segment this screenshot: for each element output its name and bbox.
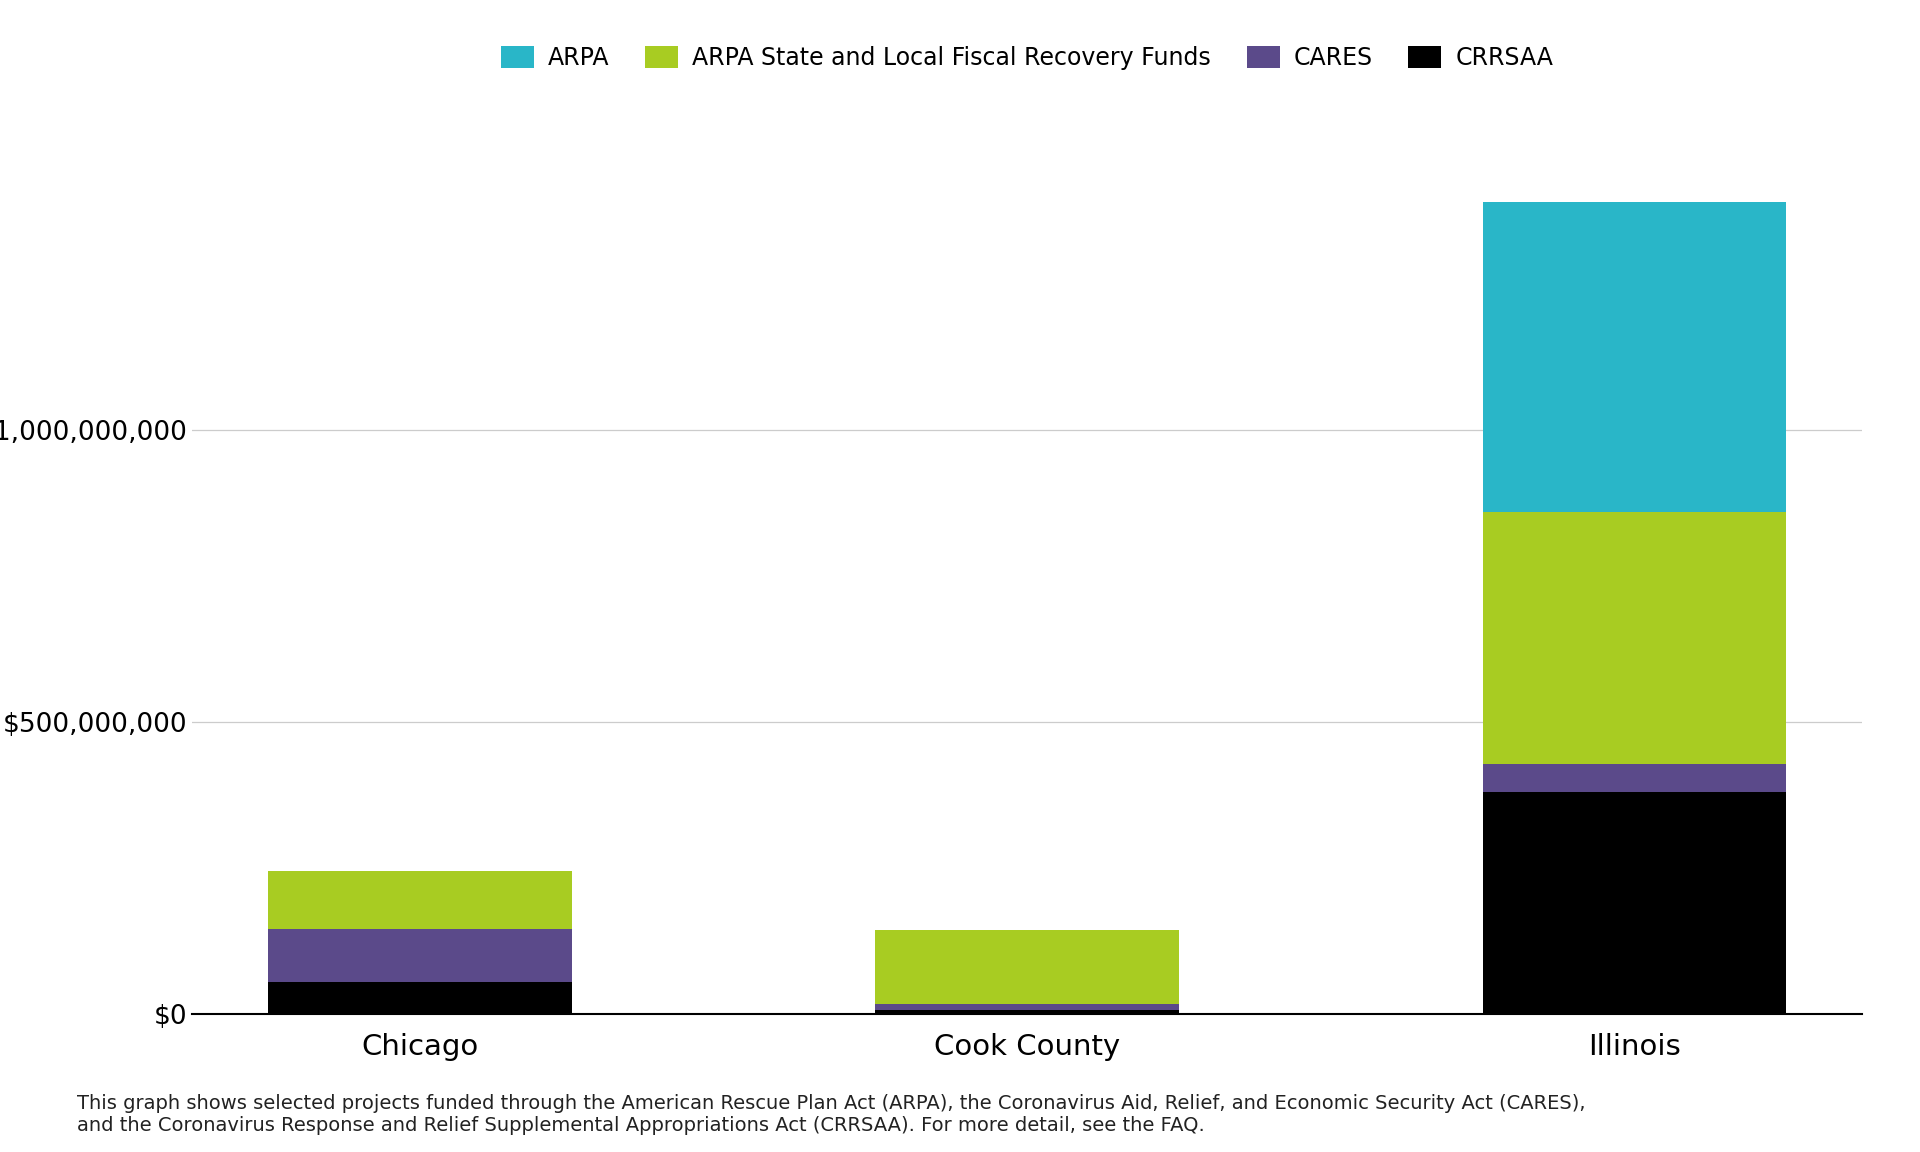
Bar xyxy=(1482,511,1786,764)
Bar xyxy=(876,1010,1179,1014)
Bar xyxy=(269,930,572,982)
Bar xyxy=(876,1005,1179,1010)
Bar xyxy=(1482,791,1786,1014)
Bar xyxy=(1482,764,1786,791)
Bar xyxy=(269,982,572,1014)
Text: This graph shows selected projects funded through the American Rescue Plan Act (: This graph shows selected projects funde… xyxy=(77,1093,1586,1135)
Bar xyxy=(876,930,1179,1005)
Bar xyxy=(1482,203,1786,511)
Legend: ARPA, ARPA State and Local Fiscal Recovery Funds, CARES, CRRSAA: ARPA, ARPA State and Local Fiscal Recove… xyxy=(492,36,1563,79)
Bar xyxy=(269,871,572,930)
